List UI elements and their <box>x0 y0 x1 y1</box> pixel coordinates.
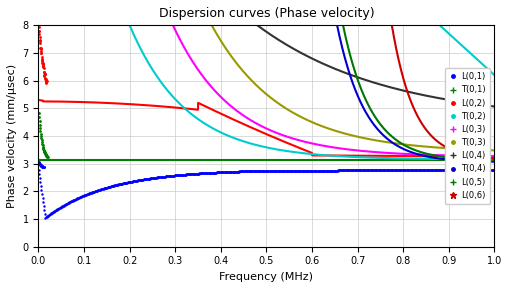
Y-axis label: Phase velocity (mm/µsec): Phase velocity (mm/µsec) <box>7 64 17 208</box>
Legend: L(0,1), T(0,1), L(0,2), T(0,2), L(0,3), T(0,3), L(0,4), T(0,4), L(0,5), L(0,6): L(0,1), T(0,1), L(0,2), T(0,2), L(0,3), … <box>445 68 490 204</box>
X-axis label: Frequency (MHz): Frequency (MHz) <box>219 272 314 282</box>
Title: Dispersion curves (Phase velocity): Dispersion curves (Phase velocity) <box>159 7 374 20</box>
